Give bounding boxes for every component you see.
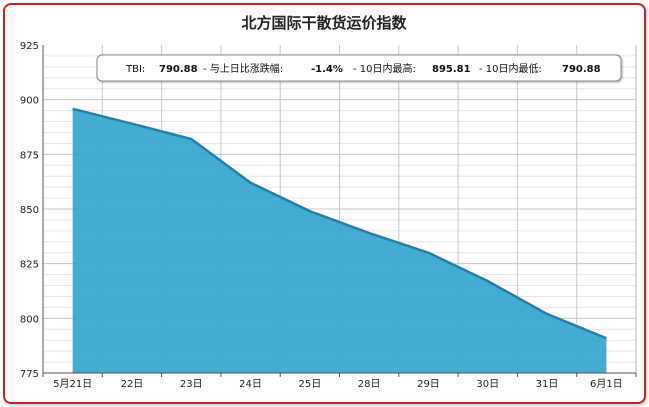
x-tick-label: 29日: [417, 379, 440, 390]
y-tick-label: 900: [20, 96, 39, 107]
x-tick-label: 24日: [239, 379, 262, 390]
x-tick-label: 6月1日: [590, 378, 623, 390]
x-tick-label: 22日: [121, 379, 144, 390]
info-box-bg: [96, 54, 622, 82]
y-tick-label: 775: [20, 369, 39, 380]
y-tick-label: 825: [20, 260, 39, 271]
series-area: [72, 108, 607, 373]
info-tbi-label: TBI:: [125, 64, 145, 75]
y-tick-label: 850: [20, 205, 39, 216]
info-change-label: - 与上日比涨跌幅:: [203, 62, 283, 75]
info-high-value: 895.81: [432, 64, 471, 75]
chart-title: 北方国际干散货运价指数: [241, 14, 407, 32]
x-axis-ticks: 5月21日 22日 23日 24日 25日 28日 29日 30日 31日 6月1日: [42, 373, 637, 390]
y-tick-label: 875: [20, 150, 39, 161]
x-tick-label: 25日: [298, 379, 321, 390]
info-change-value: -1.4%: [311, 64, 343, 75]
info-tbi-value: 790.88: [159, 64, 198, 75]
info-high-label: - 10日内最高:: [353, 62, 416, 75]
y-tick-label: 925: [20, 41, 39, 52]
info-low-label: - 10日内最低:: [479, 62, 542, 75]
y-axis-ticks: 775 800 825 850 875 900 925: [20, 41, 39, 380]
x-tick-label: 30日: [476, 379, 499, 390]
x-tick-label: 23日: [180, 379, 203, 390]
x-tick-label: 28日: [358, 379, 381, 390]
info-low-value: 790.88: [562, 64, 601, 75]
y-tick-label: 800: [20, 314, 39, 325]
x-tick-label: 5月21日: [53, 378, 92, 390]
data-area: [72, 107, 607, 373]
info-box: TBI: 790.88 - 与上日比涨跌幅: -1.4% - 10日内最高: 8…: [96, 54, 622, 82]
x-tick-label: 31日: [536, 379, 559, 390]
series-line: [72, 107, 607, 340]
